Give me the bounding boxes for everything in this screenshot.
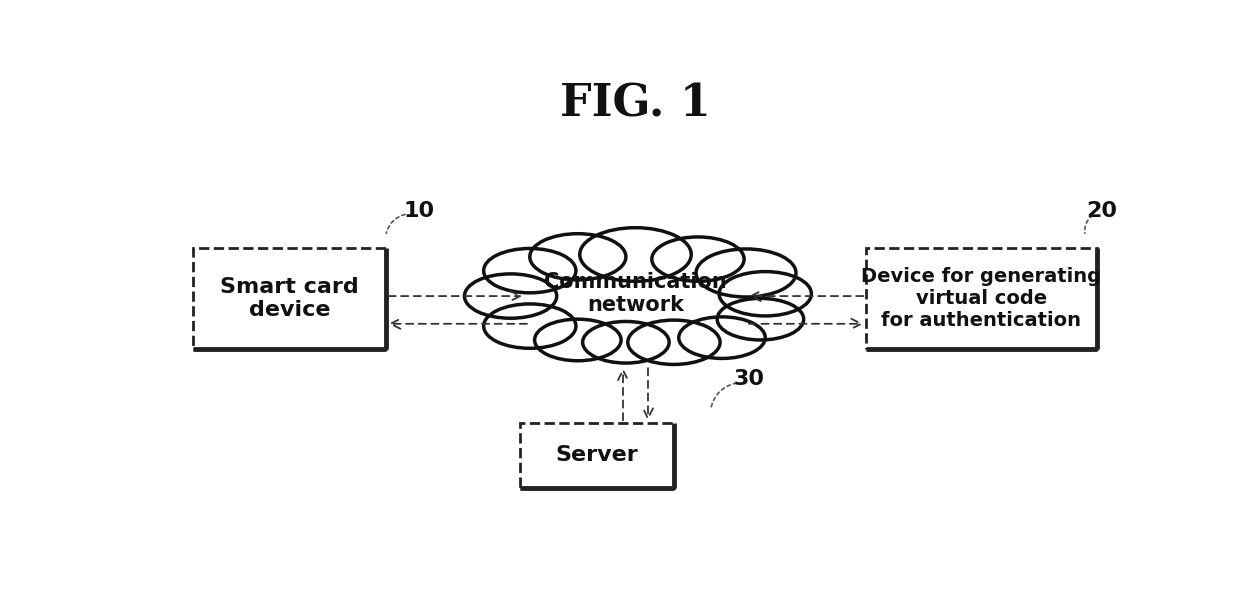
- Text: 10: 10: [404, 200, 435, 221]
- Bar: [521, 423, 675, 488]
- Circle shape: [534, 250, 737, 347]
- Circle shape: [484, 248, 575, 293]
- Bar: [866, 248, 1096, 349]
- Circle shape: [717, 298, 804, 340]
- Circle shape: [465, 274, 557, 318]
- Text: Smart card
device: Smart card device: [221, 277, 358, 320]
- Text: Communication
network: Communication network: [544, 272, 727, 316]
- Circle shape: [719, 272, 811, 316]
- Circle shape: [696, 249, 796, 297]
- Text: Server: Server: [556, 445, 639, 466]
- Circle shape: [627, 320, 720, 364]
- Circle shape: [678, 317, 765, 358]
- Text: 30: 30: [733, 369, 764, 389]
- Circle shape: [583, 322, 670, 363]
- Circle shape: [529, 233, 626, 280]
- Circle shape: [484, 304, 575, 348]
- Circle shape: [652, 237, 744, 281]
- Circle shape: [534, 319, 621, 361]
- Circle shape: [580, 227, 691, 281]
- Text: FIG. 1: FIG. 1: [560, 83, 711, 126]
- Text: 20: 20: [1086, 200, 1117, 221]
- Text: Device for generating
virtual code
for authentication: Device for generating virtual code for a…: [862, 267, 1101, 330]
- Bar: [193, 248, 386, 349]
